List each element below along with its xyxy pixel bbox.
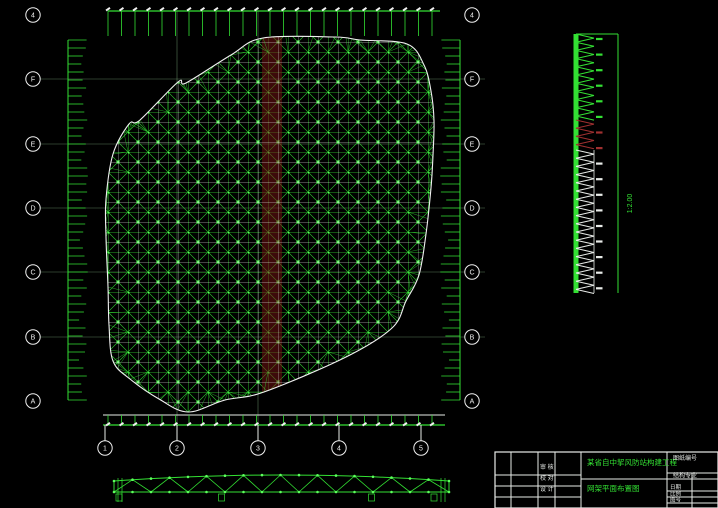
svg-text:设 计: 设 计 [540,485,554,493]
svg-text:C: C [30,269,35,276]
svg-text:审 核: 审 核 [540,463,554,471]
svg-text:校 对: 校 对 [540,474,554,482]
svg-text:E: E [31,141,36,148]
svg-text:F: F [31,77,35,84]
svg-text:4: 4 [31,12,35,19]
svg-text:3: 3 [256,445,260,452]
svg-text:D: D [30,205,35,212]
svg-text:4: 4 [337,445,341,452]
svg-text:C: C [469,269,474,276]
svg-text:1:2.00: 1:2.00 [627,194,634,214]
svg-text:5: 5 [419,445,423,452]
svg-text:1: 1 [103,445,107,452]
svg-text:D: D [469,205,474,212]
svg-text:F: F [470,77,474,84]
svg-text:A: A [31,398,36,405]
svg-text:B: B [470,334,475,341]
svg-text:4: 4 [470,12,474,19]
svg-text:某省自中挈风防站构建工程: 某省自中挈风防站构建工程 [587,457,677,467]
svg-text:图纸编号: 图纸编号 [673,454,697,462]
svg-text:2: 2 [175,445,179,452]
svg-text:图号: 图号 [670,496,682,504]
svg-text:E: E [470,141,475,148]
svg-text:网架平面布置图: 网架平面布置图 [587,483,640,493]
svg-text:A: A [470,398,475,405]
svg-text:B: B [31,334,36,341]
svg-text:日期: 日期 [670,484,682,491]
svg-text:比例: 比例 [670,490,682,498]
svg-text:结构专业: 结构专业 [673,472,697,480]
